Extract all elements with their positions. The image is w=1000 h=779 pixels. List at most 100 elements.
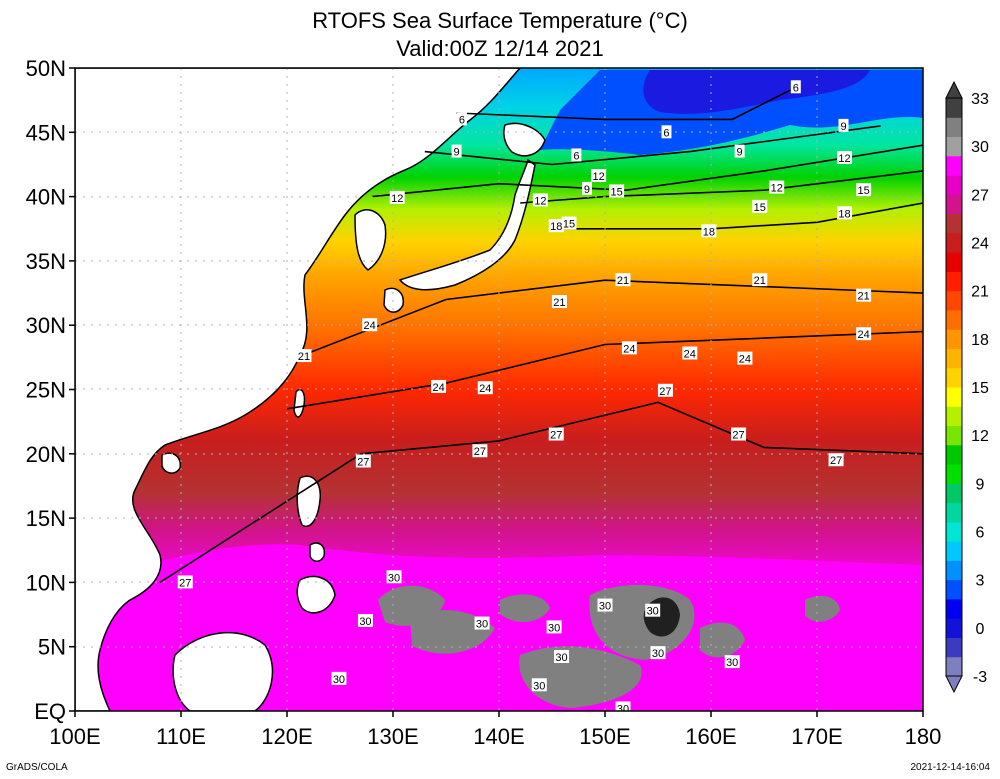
svg-text:27: 27 — [659, 386, 671, 398]
borneo — [172, 632, 274, 711]
y-tick-label: 45N — [26, 120, 66, 145]
svg-text:24: 24 — [684, 348, 696, 360]
colorbar-label: 27 — [971, 187, 989, 204]
colorbar-label: 30 — [971, 139, 989, 156]
colorbar-swatch — [946, 541, 962, 561]
y-tick-label: 50N — [26, 56, 66, 81]
svg-text:12: 12 — [838, 153, 850, 165]
contour-label: 12 — [532, 193, 548, 207]
svg-text:6: 6 — [663, 127, 669, 139]
colorbar-swatch — [946, 483, 962, 504]
y-tick-label: 20N — [26, 442, 66, 467]
svg-text:18: 18 — [838, 208, 850, 220]
svg-text:24: 24 — [623, 343, 635, 355]
contour-label: 30 — [650, 646, 666, 660]
svg-text:30: 30 — [333, 674, 345, 686]
colorbar-swatch — [946, 348, 962, 369]
colorbar-label: 12 — [971, 428, 989, 445]
colorbar-swatch — [946, 656, 962, 677]
contour-label: 30 — [386, 570, 402, 584]
colorbar-swatch — [946, 502, 962, 523]
contour-label: 12 — [837, 151, 853, 165]
x-tick-label: 130E — [367, 724, 418, 749]
y-tick-label: 5N — [38, 635, 66, 660]
svg-text:21: 21 — [754, 275, 766, 287]
colorbar-swatch — [946, 425, 962, 446]
colorbar-swatch — [946, 175, 962, 195]
contour-label: 27 — [828, 453, 844, 467]
contour-27 — [159, 401, 923, 584]
colorbar-swatch — [946, 194, 962, 215]
colorbar-swatch — [946, 98, 962, 118]
contour-label: 15 — [561, 216, 577, 231]
contour-label: 30 — [615, 701, 631, 715]
colorbar-swatch — [946, 444, 962, 465]
svg-text:15: 15 — [563, 219, 575, 231]
svg-text:30: 30 — [476, 619, 488, 631]
contour-label: 21 — [551, 295, 567, 309]
contour-9 — [424, 125, 881, 166]
contour-label: 15 — [752, 199, 768, 214]
y-tick-label: 10N — [26, 570, 66, 595]
colorbar-top-arrow — [945, 80, 963, 99]
contour-label: 6 — [571, 148, 582, 162]
colorbar-swatch — [946, 464, 962, 484]
warm-pool-gray — [378, 584, 840, 708]
svg-text:24: 24 — [479, 383, 491, 395]
isotherm-contours — [159, 86, 923, 584]
chart-title: RTOFS Sea Surface Temperature (°C) — [312, 8, 688, 33]
x-tick-label: 170E — [791, 724, 842, 749]
svg-text:12: 12 — [771, 183, 783, 195]
colorbar-label: 21 — [971, 284, 989, 301]
contour-label: 15 — [609, 184, 625, 198]
colorbar-swatch — [946, 155, 962, 176]
contour-label: 24 — [621, 341, 637, 355]
y-tick-label: 15N — [26, 506, 66, 531]
svg-text:12: 12 — [391, 193, 403, 205]
svg-text:24: 24 — [432, 382, 444, 394]
colorbar-swatch — [946, 309, 962, 330]
contour-label: 9 — [451, 144, 462, 159]
contour-label: 24 — [682, 346, 698, 360]
colorbar-swatch — [946, 560, 962, 581]
timestamp-label: 2021-12-14-16:04 — [910, 762, 990, 773]
y-axis: EQ 5N 10N 15N 20N 25N 30N 35N 40N 45N 50N — [26, 56, 75, 724]
colorbar-swatch — [946, 271, 962, 292]
korea — [354, 209, 387, 271]
svg-text:30: 30 — [617, 703, 629, 715]
y-tick-label: 30N — [26, 313, 66, 338]
colorbar-label: 6 — [976, 525, 985, 542]
contour-label: 21 — [856, 288, 872, 303]
svg-text:30: 30 — [388, 572, 400, 584]
colorbar-label: 18 — [971, 332, 989, 349]
contour-18 — [552, 202, 923, 230]
colorbar-swatch — [946, 387, 962, 407]
contour-label: 6 — [790, 80, 801, 94]
svg-text:24: 24 — [364, 320, 376, 332]
svg-text:27: 27 — [179, 577, 191, 589]
colorbar-swatch — [946, 579, 962, 600]
contour-label: 24 — [477, 381, 493, 395]
contour-label: 30 — [331, 671, 347, 686]
svg-text:6: 6 — [459, 114, 465, 126]
japan-kyushu — [383, 287, 404, 313]
contour-label: 12 — [389, 190, 405, 205]
contour-15 — [520, 170, 923, 204]
very-cold-water-patch — [643, 70, 870, 114]
colorbar-label: 0 — [976, 621, 985, 638]
svg-text:15: 15 — [858, 185, 870, 197]
contour-label: 27 — [657, 383, 673, 398]
svg-text:24: 24 — [739, 354, 751, 366]
contour-label: 24 — [737, 351, 753, 366]
x-tick-label: 120E — [261, 724, 312, 749]
contour-label: 18 — [701, 224, 717, 238]
svg-text:18: 18 — [703, 226, 715, 238]
colorbar-label: 3 — [976, 573, 985, 590]
taiwan — [293, 388, 306, 418]
svg-text:9: 9 — [454, 147, 460, 159]
svg-text:21: 21 — [617, 275, 629, 287]
contour-label: 15 — [856, 183, 872, 197]
colorbar-swatch — [946, 290, 962, 311]
